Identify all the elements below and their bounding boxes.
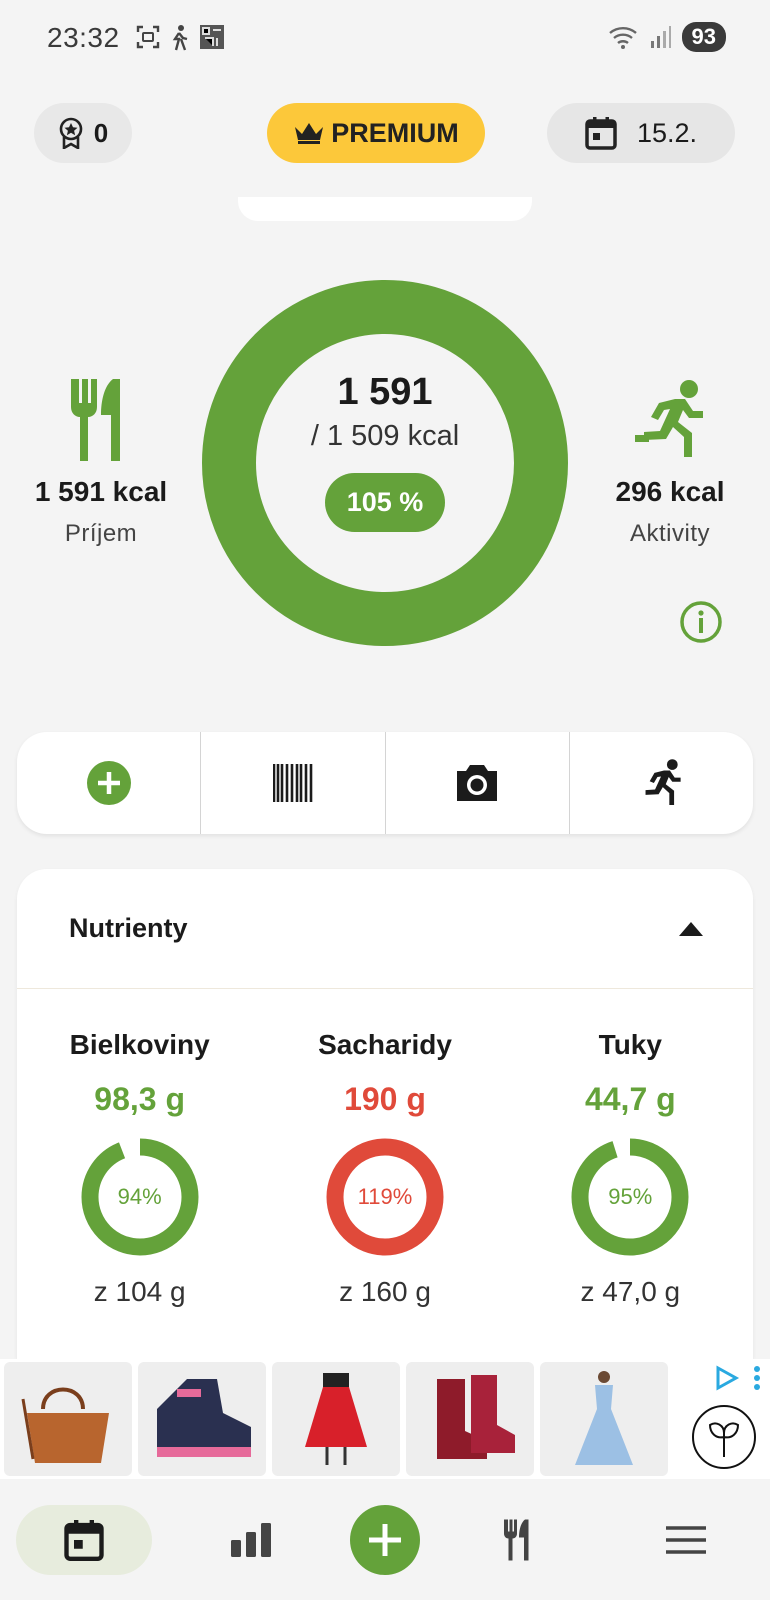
activity-summary[interactable]: 296 kcal Aktivity xyxy=(575,372,765,548)
nav-diary[interactable] xyxy=(15,1504,152,1575)
nutrient-ring-fill xyxy=(81,1138,199,1256)
collapse-arrow-icon[interactable] xyxy=(679,921,703,936)
ad-product-sneakers[interactable] xyxy=(138,1362,266,1476)
nutrient-goal: z 160 g xyxy=(339,1276,431,1307)
nutrient-name: Sacharidy xyxy=(318,1029,452,1060)
nutrients-title: Nutrienty xyxy=(69,913,188,943)
dress-icon xyxy=(575,1371,633,1465)
brand-logo-icon xyxy=(692,1405,756,1469)
nutrient-columns: Bielkoviny 98,3 g 94% z 104 g Sacharidy … xyxy=(17,989,753,1308)
fork-knife-icon xyxy=(6,372,196,468)
nutrients-header[interactable]: Nutrienty xyxy=(17,869,753,989)
nutrient-percent: 119% xyxy=(357,1184,413,1209)
nutrient-goal: z 104 g xyxy=(93,1276,186,1307)
photo-button[interactable] xyxy=(386,732,570,834)
achievements-button[interactable]: 0 xyxy=(34,103,132,163)
nav-statistics[interactable] xyxy=(183,1505,319,1575)
fork-knife-icon xyxy=(504,1519,529,1560)
nutrient-progress-ring: 94% xyxy=(79,1136,201,1258)
consumed-kcal: 1 591 xyxy=(337,370,433,413)
add-food-button[interactable] xyxy=(17,732,202,834)
badges-count: 0 xyxy=(93,117,109,148)
nutrient-amount: 98,3 g xyxy=(94,1081,186,1117)
status-system-icons: 93 xyxy=(608,22,726,52)
pattern-icon xyxy=(200,25,224,49)
calendar-icon xyxy=(585,117,617,150)
skirt-icon xyxy=(305,1373,367,1465)
intake-value: 1 591 kcal xyxy=(34,476,168,507)
intake-summary[interactable]: 1 591 kcal Príjem xyxy=(6,372,196,548)
camera-icon xyxy=(457,765,498,801)
nutrient-ring-fill xyxy=(326,1138,444,1256)
calendar-icon xyxy=(63,1519,104,1561)
boot-icon xyxy=(437,1375,515,1459)
handbag-icon xyxy=(21,1387,109,1463)
nutrient-name: Bielkoviny xyxy=(69,1029,210,1060)
nutrient-ring-fill xyxy=(571,1138,689,1256)
nutrient-progress-ring: 95% xyxy=(569,1136,691,1258)
current-date: 15.2. xyxy=(636,117,698,148)
plus-circle-icon xyxy=(86,761,131,805)
ad-product-handbag[interactable] xyxy=(4,1362,132,1476)
calorie-ring-graphic xyxy=(202,280,568,646)
nutrient-amount: 190 g xyxy=(344,1081,426,1117)
status-time: 23:32 xyxy=(47,22,120,53)
running-icon xyxy=(645,759,681,805)
nutrient-fats[interactable]: Tuky 44,7 g 95% z 47,0 g xyxy=(508,1029,753,1308)
battery-level: 93 xyxy=(681,22,726,52)
ad-banner[interactable] xyxy=(0,1359,770,1479)
barcode-icon xyxy=(272,764,313,802)
ad-choices-icon[interactable] xyxy=(714,1365,740,1391)
status-notification-icons xyxy=(135,24,225,52)
nutrient-percent: 94% xyxy=(117,1184,162,1209)
date-picker-button[interactable]: 15.2. xyxy=(547,103,735,163)
nav-recipes[interactable] xyxy=(451,1505,587,1575)
quick-actions-bar xyxy=(17,732,753,834)
premium-label: PREMIUM xyxy=(331,117,459,148)
screenshot-icon xyxy=(136,25,160,49)
barcode-scan-button[interactable] xyxy=(201,732,386,834)
nutrients-card: Nutrienty Bielkoviny 98,3 g 94% z 104 g … xyxy=(17,869,753,1359)
info-icon[interactable] xyxy=(679,600,723,644)
calorie-ring-center: 1 591 / 1 509 kcal 105 % xyxy=(201,279,569,647)
nutrient-protein[interactable]: Bielkoviny 98,3 g 94% z 104 g xyxy=(17,1029,262,1308)
nutrient-amount: 44,7 g xyxy=(584,1081,676,1117)
premium-button[interactable]: PREMIUM xyxy=(267,103,485,163)
nutrient-ring-graphic xyxy=(81,1138,199,1256)
panel-handle[interactable] xyxy=(238,197,532,221)
nutrient-name: Tuky xyxy=(598,1029,662,1060)
wifi-signal-icon xyxy=(608,27,637,49)
status-bar: 23:32 93 xyxy=(0,0,770,80)
nav-menu[interactable] xyxy=(618,1505,754,1575)
goal-kcal: / 1 509 kcal xyxy=(310,419,460,452)
activity-value: 296 kcal xyxy=(615,476,725,507)
bottom-navigation xyxy=(0,1479,770,1600)
walking-icon xyxy=(172,25,188,51)
nutrient-ring-graphic xyxy=(571,1138,689,1256)
ad-product-skirt[interactable] xyxy=(272,1362,400,1476)
running-icon xyxy=(575,372,765,468)
cell-signal-icon xyxy=(650,26,671,48)
nutrient-progress-ring: 119% xyxy=(324,1136,446,1258)
bar-chart-icon xyxy=(230,1522,271,1557)
award-badge-icon xyxy=(59,117,83,149)
nav-add-button[interactable] xyxy=(349,1504,420,1575)
crown-icon xyxy=(295,123,324,144)
add-activity-button[interactable] xyxy=(570,732,753,834)
sneaker-icon xyxy=(157,1379,251,1457)
ad-product-boots[interactable] xyxy=(406,1362,534,1476)
more-vertical-icon[interactable] xyxy=(752,1365,762,1391)
nutrient-percent: 95% xyxy=(608,1184,653,1209)
ad-product-dress[interactable] xyxy=(540,1362,668,1476)
activity-label: Aktivity xyxy=(629,520,710,547)
plus-icon xyxy=(368,1523,401,1556)
nutrient-goal: z 47,0 g xyxy=(580,1276,681,1307)
nutrient-ring-graphic xyxy=(326,1138,444,1256)
hamburger-menu-icon xyxy=(666,1525,707,1554)
goal-percent-badge: 105 % xyxy=(324,472,446,532)
nutrient-carbs[interactable]: Sacharidy 190 g 119% z 160 g xyxy=(262,1029,507,1308)
intake-label: Príjem xyxy=(64,520,138,547)
ad-controls xyxy=(670,1359,770,1479)
calorie-ring[interactable]: 1 591 / 1 509 kcal 105 % xyxy=(201,279,569,647)
